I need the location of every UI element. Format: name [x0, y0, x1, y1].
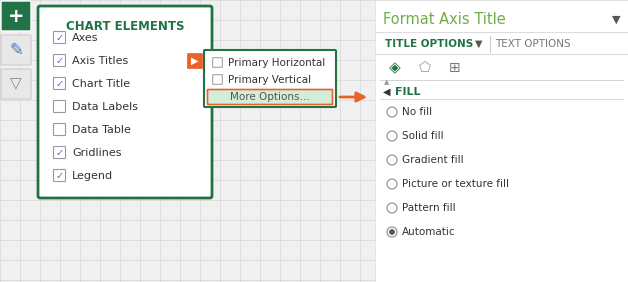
- FancyBboxPatch shape: [188, 54, 202, 69]
- FancyBboxPatch shape: [38, 6, 212, 198]
- Text: FILL: FILL: [395, 87, 421, 97]
- Text: +: +: [8, 6, 24, 25]
- Text: ✎: ✎: [9, 41, 23, 59]
- FancyBboxPatch shape: [213, 58, 222, 67]
- Text: ✓: ✓: [55, 79, 63, 89]
- Text: ▼: ▼: [612, 15, 620, 25]
- Text: ▲: ▲: [384, 79, 390, 85]
- Text: Primary Horizontal: Primary Horizontal: [228, 58, 325, 68]
- FancyBboxPatch shape: [207, 89, 332, 105]
- Text: No fill: No fill: [402, 107, 432, 117]
- Text: Picture or texture fill: Picture or texture fill: [402, 179, 509, 189]
- Text: ✓: ✓: [55, 56, 63, 66]
- Text: ◀: ◀: [383, 87, 391, 97]
- FancyBboxPatch shape: [53, 169, 65, 182]
- Text: Axes: Axes: [72, 33, 99, 43]
- FancyBboxPatch shape: [53, 124, 65, 135]
- Text: ✓: ✓: [55, 148, 63, 158]
- FancyBboxPatch shape: [53, 32, 65, 43]
- Text: Gradient fill: Gradient fill: [402, 155, 463, 165]
- Text: ⊞: ⊞: [449, 61, 461, 75]
- FancyBboxPatch shape: [213, 75, 222, 84]
- Text: ▼: ▼: [475, 39, 482, 49]
- Bar: [375, 0, 628, 282]
- Circle shape: [387, 131, 397, 141]
- Text: TITLE OPTIONS: TITLE OPTIONS: [385, 39, 474, 49]
- Text: Automatic: Automatic: [402, 227, 456, 237]
- FancyBboxPatch shape: [53, 100, 65, 113]
- Text: Format Axis Title: Format Axis Title: [383, 12, 506, 28]
- FancyBboxPatch shape: [1, 69, 31, 99]
- Text: Primary Vertical: Primary Vertical: [228, 75, 311, 85]
- Text: Chart Title: Chart Title: [72, 79, 130, 89]
- Circle shape: [387, 203, 397, 213]
- Text: Data Labels: Data Labels: [72, 102, 138, 112]
- Text: ▶: ▶: [192, 56, 198, 66]
- Text: Pattern fill: Pattern fill: [402, 203, 456, 213]
- FancyBboxPatch shape: [1, 35, 31, 65]
- Text: CHART ELEMENTS: CHART ELEMENTS: [66, 19, 184, 32]
- Text: ◈: ◈: [389, 61, 401, 76]
- Circle shape: [387, 179, 397, 189]
- Text: Solid fill: Solid fill: [402, 131, 443, 141]
- Text: TEXT OPTIONS: TEXT OPTIONS: [495, 39, 571, 49]
- Text: More Options...: More Options...: [230, 92, 310, 102]
- Text: Gridlines: Gridlines: [72, 148, 121, 158]
- Text: ⬠: ⬠: [419, 61, 431, 75]
- FancyBboxPatch shape: [204, 50, 336, 107]
- Text: Data Table: Data Table: [72, 125, 131, 135]
- Circle shape: [389, 230, 394, 235]
- Circle shape: [387, 107, 397, 117]
- Circle shape: [387, 155, 397, 165]
- Circle shape: [387, 227, 397, 237]
- Text: ✓: ✓: [55, 171, 63, 181]
- Text: ✓: ✓: [55, 33, 63, 43]
- Text: Legend: Legend: [72, 171, 113, 181]
- Text: Axis Titles: Axis Titles: [72, 56, 128, 66]
- Text: ▽: ▽: [10, 76, 22, 91]
- FancyBboxPatch shape: [53, 147, 65, 158]
- FancyBboxPatch shape: [53, 54, 65, 67]
- FancyBboxPatch shape: [53, 78, 65, 89]
- FancyBboxPatch shape: [1, 1, 31, 31]
